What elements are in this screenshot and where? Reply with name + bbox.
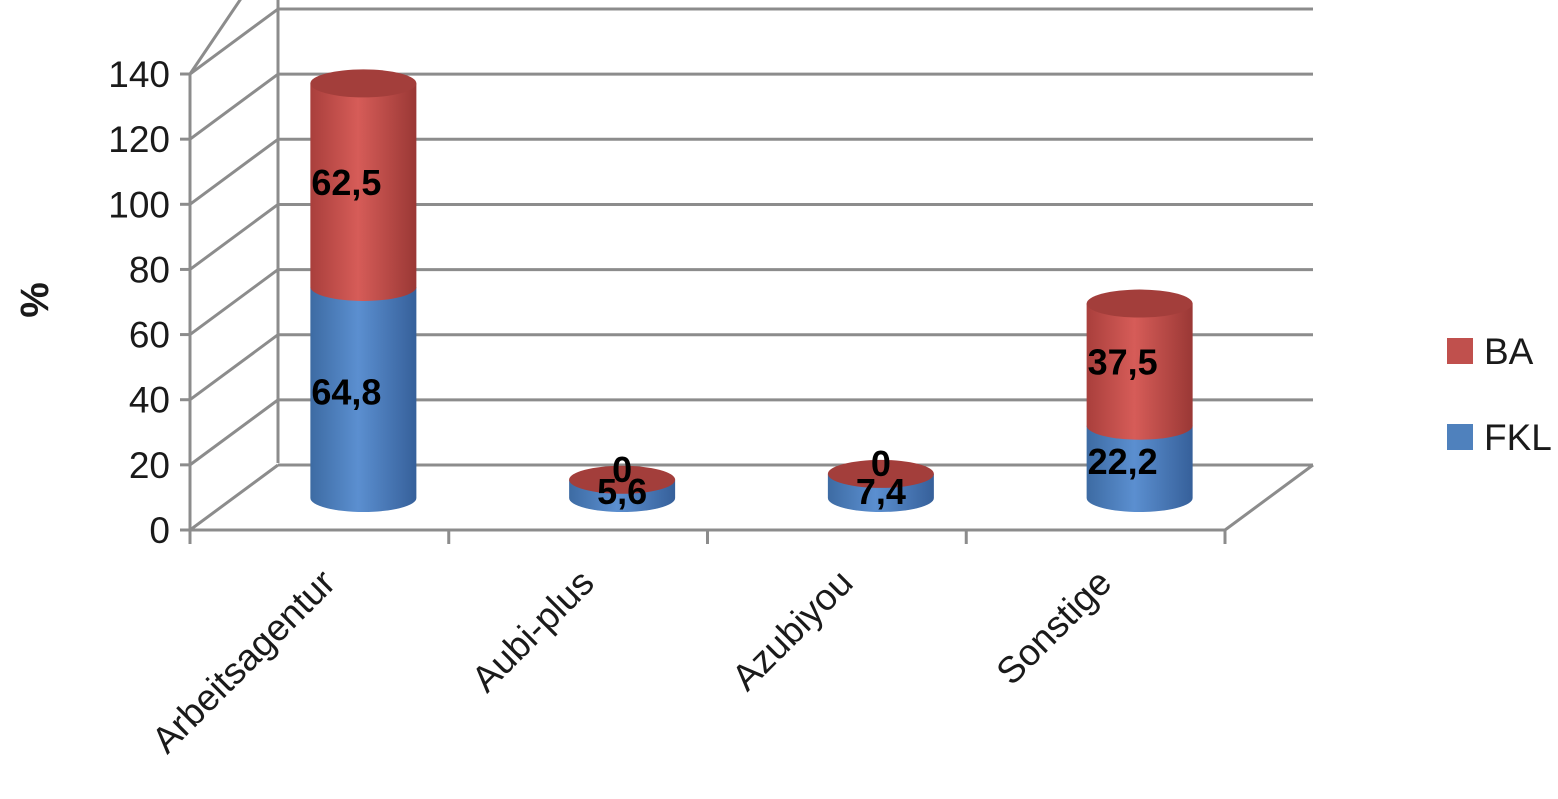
legend: BA FKL — [1447, 331, 1552, 458]
y-tick-label: 40 — [129, 380, 170, 421]
legend-label-fkl: FKL — [1484, 417, 1552, 458]
data-label-ba: 0 — [612, 449, 632, 490]
gridline-diagonal — [190, 74, 278, 139]
y-tick-label: 20 — [129, 445, 170, 486]
legend-label-ba: BA — [1484, 331, 1534, 372]
gridline-diagonal — [190, 204, 278, 269]
x-tick-label: Aubi-plus — [464, 562, 602, 700]
x-tick-label: Arbeitsagentur — [144, 562, 343, 761]
legend-swatch-fkl — [1447, 424, 1473, 450]
y-tick-label: 0 — [149, 510, 170, 551]
floor-right-edge — [1225, 465, 1313, 530]
data-labels: 64,862,55,607,40 22,237,5 — [311, 162, 1157, 512]
x-tick-label: Sonstige — [988, 562, 1119, 693]
gridline-diagonal — [190, 400, 278, 465]
cylinder-top — [310, 69, 416, 97]
gridline-diagonal — [190, 335, 278, 400]
data-label-fkl: 22,2 — [1088, 441, 1158, 482]
data-label-ba: 0 — [871, 443, 891, 484]
gridline-diagonal — [190, 270, 278, 335]
gridline-diagonal — [190, 139, 278, 204]
y-tick-label: 120 — [108, 119, 170, 160]
data-label-fkl: 64,8 — [311, 371, 381, 412]
legend-swatch-ba — [1447, 338, 1473, 364]
y-tick-label: 140 — [108, 54, 170, 95]
y-tick-label: 60 — [129, 315, 170, 356]
cylinder-top — [1087, 290, 1193, 318]
y-tick-label: 80 — [129, 249, 170, 290]
data-label-ba: 62,5 — [311, 162, 381, 203]
y-tick-label: 100 — [108, 184, 170, 225]
gridline-diagonal — [190, 9, 278, 74]
gridline-diagonal — [190, 465, 278, 530]
data-label-ba: 37,5 — [1088, 342, 1158, 383]
bars — [310, 69, 1192, 512]
x-tick-label: Azubiyou — [724, 562, 861, 699]
y-axis-title: % — [13, 282, 57, 318]
